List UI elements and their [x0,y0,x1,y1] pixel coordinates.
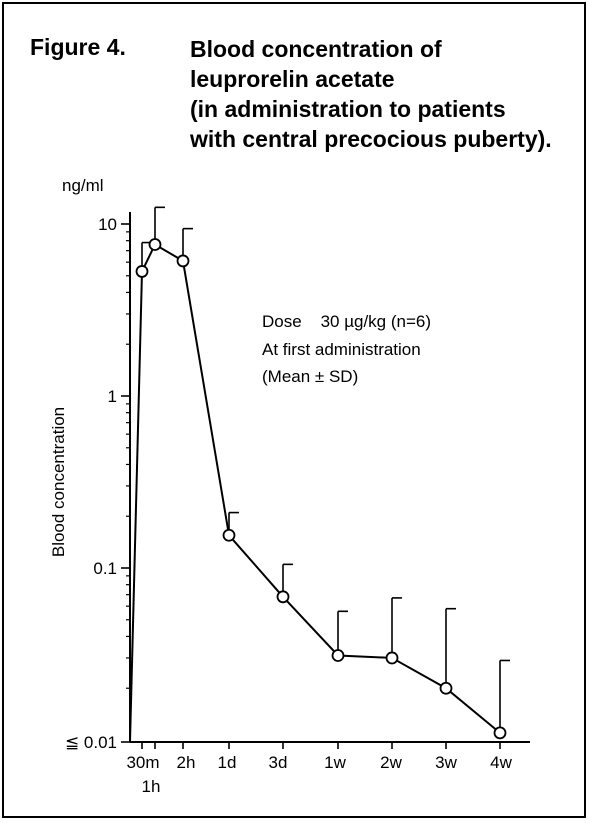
figure-title-line: Blood concentration of [190,36,442,62]
x-tick-label: 3d [269,753,288,772]
data-point [385,651,399,665]
data-point [148,238,162,251]
x-tick-label: 30m [126,753,159,772]
y-tick-label: 0.1 [93,559,117,578]
chart-annotation: Dose 30 µg/kg (n=6) At first administrat… [262,312,431,386]
data-point [176,254,190,268]
data-point [331,649,345,662]
data-point [493,726,507,740]
x-tick-label: 2h [177,753,196,772]
x-tick-label: 3w [435,753,457,772]
data-point [222,528,236,542]
x-tick-label: 1w [324,753,346,772]
x-tick-label: 2w [380,753,402,772]
figure-label: Figure 4. [30,34,126,60]
figure-title-line: (in administration to patients [190,96,506,122]
figure-frame [2,2,586,818]
x-tick-label: 4w [490,753,512,772]
data-point [439,681,453,695]
y-tick-label: 10 [98,215,117,234]
y-unit-label: ng/ml [62,176,104,195]
figure-title-line: with central precocious puberty). [190,126,552,152]
data-point [276,590,290,604]
annotation-line: Dose 30 µg/kg (n=6) [262,312,431,331]
annotation-line: At first administration [262,340,421,359]
x-tick-label: 1d [218,753,237,772]
y-axis-label: Blood concentration [49,407,68,557]
annotation-line: (Mean ± SD) [262,367,358,386]
figure-title-line: leuprorelin acetate [190,66,395,92]
data-point [135,265,149,278]
figure-title: Blood concentration of leuprorelin aceta… [190,34,552,154]
y-tick-label: 1 [108,387,117,406]
y-tick-label: ≦ 0.01 [65,733,117,752]
x-tick-label: 1h [142,777,161,796]
series-line [129,243,501,743]
